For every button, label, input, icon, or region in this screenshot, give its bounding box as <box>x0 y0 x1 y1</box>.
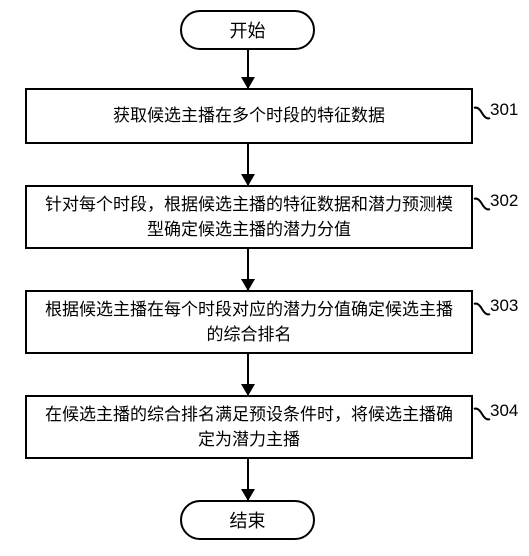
process-step-3-label: 根据候选主播在每个时段对应的潜力分值确定候选主播的综合排名 <box>39 297 459 348</box>
process-step-3: 根据候选主播在每个时段对应的潜力分值确定候选主播的综合排名 <box>25 290 473 354</box>
arrow-1 <box>247 50 249 88</box>
process-step-4: 在候选主播的综合排名满足预设条件时，将候选主播确定为潜力主播 <box>25 395 473 459</box>
ref-label-4: 304 <box>490 401 518 421</box>
start-label: 开始 <box>230 17 266 43</box>
ref-label-1: 301 <box>490 100 518 120</box>
start-node: 开始 <box>180 10 315 50</box>
arrow-4 <box>247 354 249 395</box>
ref-bracket-4 <box>473 405 491 423</box>
process-step-2: 针对每个时段，根据候选主播的特征数据和潜力预测模型确定候选主播的潜力分值 <box>25 185 473 249</box>
process-step-4-label: 在候选主播的综合排名满足预设条件时，将候选主播确定为潜力主播 <box>39 402 459 453</box>
process-step-2-label: 针对每个时段，根据候选主播的特征数据和潜力预测模型确定候选主播的潜力分值 <box>39 192 459 243</box>
process-step-1: 获取候选主播在多个时段的特征数据 <box>25 88 473 144</box>
ref-label-2: 302 <box>490 191 518 211</box>
ref-bracket-1 <box>473 104 491 122</box>
ref-bracket-2 <box>473 195 491 213</box>
end-label: 结束 <box>230 507 266 533</box>
ref-label-3: 303 <box>490 296 518 316</box>
process-step-1-label: 获取候选主播在多个时段的特征数据 <box>113 103 385 129</box>
end-node: 结束 <box>180 500 315 540</box>
arrow-3 <box>247 249 249 290</box>
arrow-2 <box>247 144 249 185</box>
flowchart-container: 开始 获取候选主播在多个时段的特征数据 301 针对每个时段，根据候选主播的特征… <box>0 0 529 556</box>
arrow-5 <box>247 459 249 500</box>
ref-bracket-3 <box>473 300 491 318</box>
